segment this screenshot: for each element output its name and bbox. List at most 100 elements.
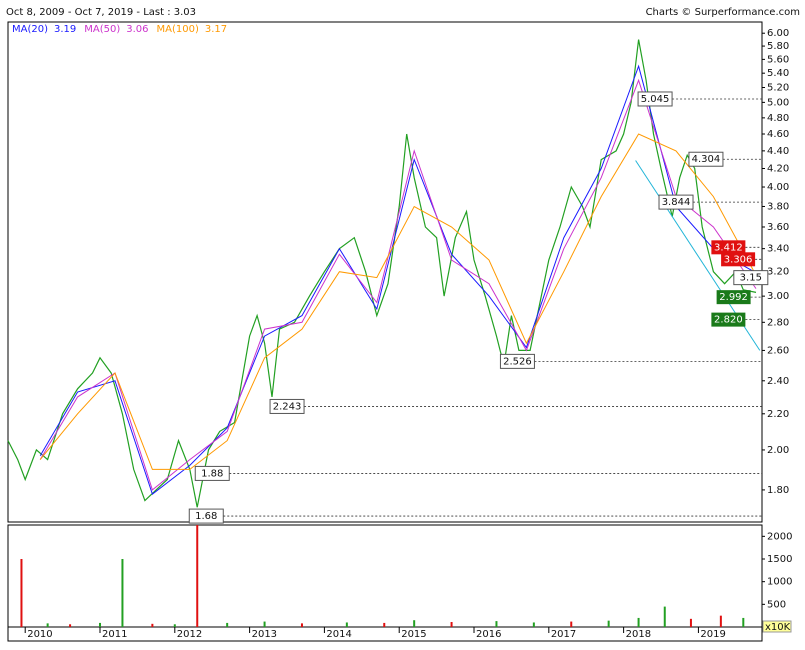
volume-bar — [46, 623, 49, 627]
y-tick-label: 4.60 — [767, 129, 789, 140]
legend-name: MA(50) — [84, 24, 120, 35]
series-line — [39, 64, 757, 496]
legend-name: MA(100) — [157, 24, 199, 35]
y-tick-label: 5.40 — [767, 68, 789, 79]
y-tick-label: 500 — [767, 599, 786, 610]
level-label: 2.526 — [503, 356, 532, 367]
y-tick-label: 4.20 — [767, 164, 789, 175]
volume-bar — [121, 559, 124, 627]
volume-bar — [20, 559, 23, 627]
volume-bar — [607, 620, 610, 627]
level-label: 3.412 — [714, 242, 743, 253]
x-tick-label: 2013 — [252, 629, 277, 640]
x-tick-label: 2014 — [326, 629, 351, 640]
level-label: 5.045 — [641, 94, 670, 105]
y-tick-label: 2.80 — [767, 317, 789, 328]
volume-bar — [719, 615, 722, 627]
y-tick-label: 5.80 — [767, 41, 789, 52]
volume-bar — [173, 624, 176, 627]
y-tick-label: 3.20 — [767, 267, 789, 278]
series-line — [39, 78, 757, 491]
legend-value: 3.17 — [205, 24, 227, 35]
level-box — [188, 508, 224, 524]
level-label: 4.304 — [692, 154, 721, 165]
y-tick-label: 4.80 — [767, 113, 789, 124]
level-box — [269, 398, 305, 414]
volume-bar — [99, 622, 102, 627]
x-tick-label: 2016 — [476, 629, 501, 640]
volume-bar — [413, 620, 416, 627]
level-label: 2.820 — [714, 315, 743, 326]
level-box — [733, 270, 769, 286]
x-tick-label: 2017 — [551, 629, 576, 640]
series-line — [39, 133, 757, 470]
y-tick-label: 2.60 — [767, 345, 789, 356]
legend-name: MA(20) — [12, 24, 48, 35]
level-box — [711, 312, 746, 327]
volume-bar — [151, 623, 154, 627]
volume-panel — [7, 524, 763, 628]
volume-bar — [69, 624, 72, 627]
y-tick-label: 2000 — [767, 531, 792, 542]
volume-bar — [742, 617, 745, 627]
y-tick-label: 5.20 — [767, 82, 789, 93]
y-tick-label: 5.60 — [767, 54, 789, 65]
volume-bar — [263, 621, 266, 627]
level-box — [711, 240, 746, 255]
x-tick-label: 2015 — [401, 629, 426, 640]
level-box — [716, 290, 751, 305]
y-tick-label: 4.40 — [767, 146, 789, 157]
volume-bar — [637, 617, 640, 627]
y-tick-label: 1500 — [767, 554, 792, 565]
y-tick-label: 5.00 — [767, 97, 789, 108]
volume-bar — [663, 606, 666, 627]
unit-box — [762, 620, 792, 633]
volume-bar — [345, 622, 348, 627]
level-label: 1.88 — [201, 468, 223, 479]
volume-bar — [300, 623, 303, 627]
y-tick-label: 3.00 — [767, 291, 789, 302]
y-tick-label: 6.00 — [767, 28, 789, 39]
level-box — [688, 151, 724, 167]
level-label: 1.68 — [195, 511, 217, 522]
chart-title: Oct 8, 2009 - Oct 7, 2019 - Last : 3.03 — [6, 7, 196, 18]
level-box — [721, 252, 756, 267]
x-tick-label: 2019 — [700, 629, 725, 640]
y-tick-label: 2.20 — [767, 409, 789, 420]
level-label: 3.306 — [724, 254, 753, 265]
volume-bar — [383, 622, 386, 627]
y-tick-label: 3.80 — [767, 201, 789, 212]
level-label: 2.992 — [719, 292, 748, 303]
x-tick-label: 2012 — [177, 629, 202, 640]
level-box — [194, 465, 230, 481]
y-tick-label: 1000 — [767, 577, 792, 588]
volume-bar — [495, 621, 498, 627]
legend-value: 3.06 — [126, 24, 148, 35]
level-label: 3.15 — [740, 273, 762, 284]
x-tick-label: 2010 — [27, 629, 52, 640]
volume-bar — [570, 621, 573, 627]
level-label: 2.243 — [273, 401, 302, 412]
x-tick-label: 2011 — [102, 629, 127, 640]
volume-bar — [226, 622, 229, 627]
volume-bar — [689, 618, 692, 627]
source: Charts © Surperformance.com — [646, 7, 800, 18]
y-tick-label: 2.00 — [767, 445, 789, 456]
y-tick-label: 1.80 — [767, 485, 789, 496]
y-tick-label: 3.60 — [767, 222, 789, 233]
y-tick-label: 3.40 — [767, 244, 789, 255]
level-box — [499, 353, 535, 369]
level-box — [658, 194, 694, 210]
level-label: 3.844 — [662, 197, 691, 208]
y-tick-label: 2.40 — [767, 376, 789, 387]
volume-bar — [532, 622, 535, 627]
volume-bar — [196, 525, 199, 627]
x-tick-label: 2018 — [626, 629, 651, 640]
level-box — [637, 91, 673, 107]
volume-bar — [450, 622, 453, 627]
legend-value: 3.19 — [54, 24, 76, 35]
volume-unit: x10K — [765, 622, 791, 633]
y-tick-label: 4.00 — [767, 182, 789, 193]
